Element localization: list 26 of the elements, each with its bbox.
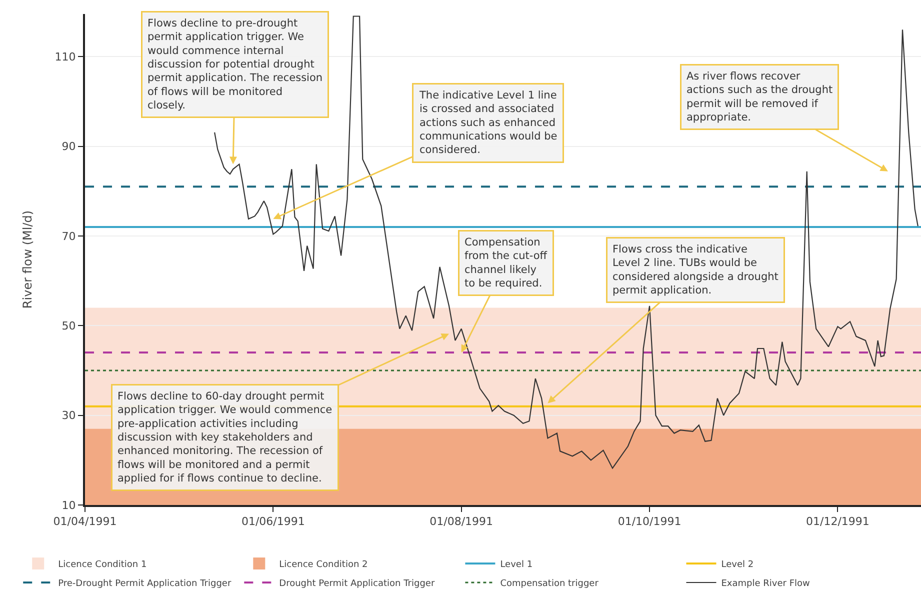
x-tick-label: 01/04/1991: [53, 515, 117, 528]
annotation: Flows cross the indicative Level 2 line. TUBs would be considered alongside a drought permit application.: [612, 244, 778, 296]
x-tick-label: 01/06/1991: [241, 515, 305, 528]
y-tick-label: 30: [62, 409, 76, 422]
annotation: As river flows recover actions such as the drought permit will be removed if appropriate.: [686, 70, 833, 124]
legend-label: Drought Permit Application Trigger: [279, 579, 435, 590]
legend-label: Level 1: [500, 560, 533, 570]
y-tick-label: 50: [62, 319, 76, 332]
x-tick-label: 01/12/1991: [806, 515, 870, 528]
annotation: The indicative Level 1 line is crossed and associated actions such as enhanced communications would be considered.: [418, 90, 558, 156]
legend-label: Pre-Drought Permit Application Trigger: [58, 579, 232, 590]
x-tick-label: 01/10/1991: [618, 515, 682, 528]
y-tick-label: 10: [62, 498, 76, 512]
legend-label: Licence Condition 1: [58, 560, 147, 570]
x-tick-label: 01/08/1991: [430, 515, 494, 528]
y-axis-title: River flow (Ml/d): [20, 210, 35, 309]
annotation: Flows decline to 60-day drought permit application trigger. We would commence pre-application activities including discussion with key stakeholders and enhanced monitoring. The recession of flows will be monitored and a permit applied for if flows continue to decline.: [118, 390, 332, 484]
y-tick-label: 70: [62, 230, 76, 243]
legend-label: Example River Flow: [721, 579, 810, 590]
legend-label: Licence Condition 2: [279, 560, 368, 570]
annotation: Compensation from the cut-off channel likely to be required.: [464, 236, 548, 290]
legend-label: Level 2: [721, 560, 754, 570]
annotation: Flows decline to pre-drought permit application trigger. We would commence internal discussion for potential drought permit application. The recession of flows will be monitored closely.: [148, 18, 323, 112]
y-tick-label: 110: [54, 50, 76, 64]
legend-label: Compensation trigger: [500, 579, 599, 590]
y-tick-label: 90: [62, 140, 76, 154]
